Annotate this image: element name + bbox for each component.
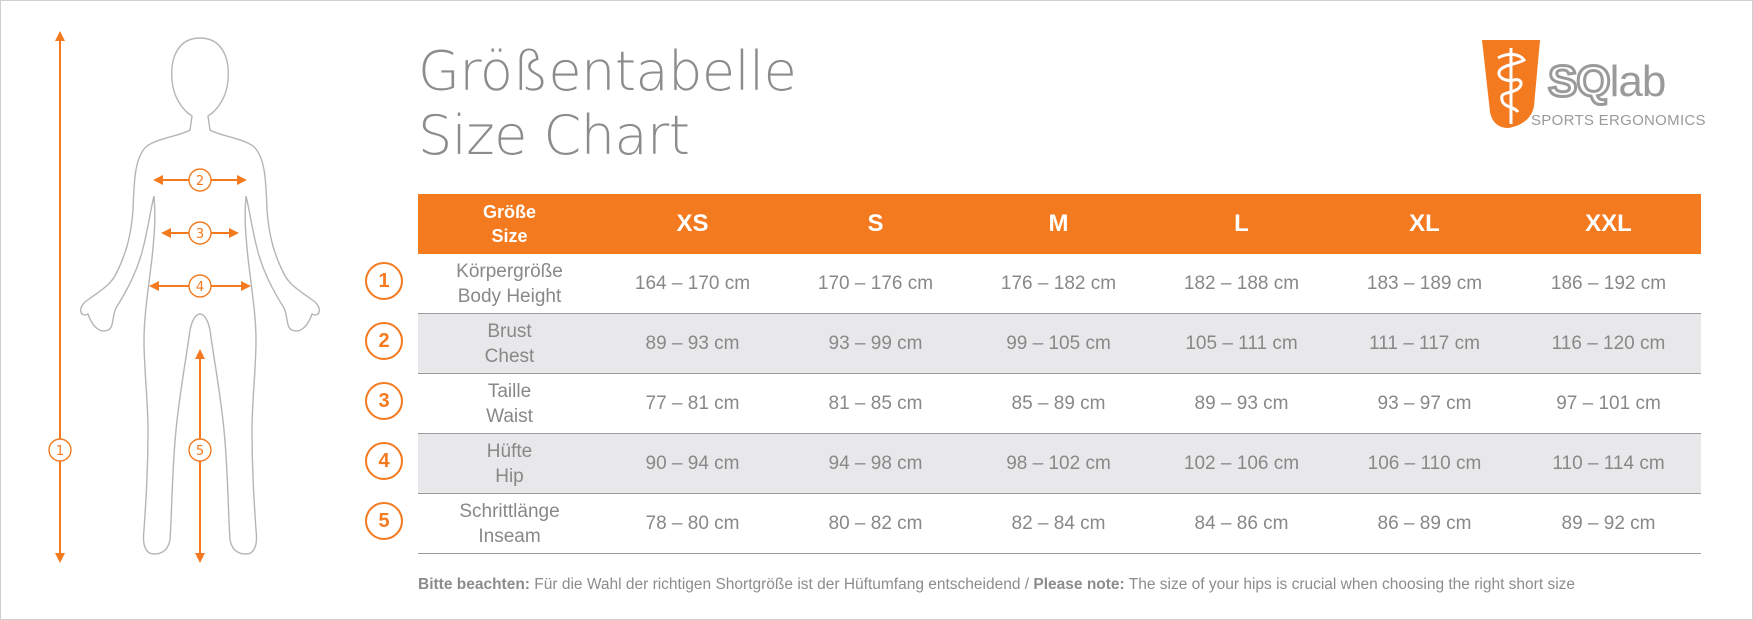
table-cell: 97 – 101 cm <box>1516 373 1701 434</box>
table-cell: 89 – 93 cm <box>1150 373 1333 434</box>
header-size-s: S <box>784 194 967 254</box>
table-cell: 98 – 102 cm <box>967 433 1150 494</box>
page-title: Größentabelle Size Chart <box>418 40 797 168</box>
table-row-inseam: Schrittlänge Inseam 78 – 80 cm 80 – 82 c… <box>418 493 1701 554</box>
table-cell: 182 – 188 cm <box>1150 254 1333 314</box>
table-cell: 85 – 89 cm <box>967 373 1150 434</box>
row-label: Taille Waist <box>418 373 601 434</box>
header-size-xxl: XXL <box>1516 194 1701 254</box>
header-size-label: Größe Size <box>418 194 601 254</box>
header-size-xs: XS <box>601 194 784 254</box>
table-cell: 90 – 94 cm <box>601 433 784 494</box>
row-label-german: Körpergröße <box>456 260 563 282</box>
row-label-english: Waist <box>486 405 533 427</box>
brand-logo: SQlab SPORTS ERGONOMICS <box>1478 38 1706 134</box>
note-label-german: Bitte beachten: <box>418 576 530 593</box>
row-label-english: Hip <box>495 465 524 487</box>
table-cell: 170 – 176 cm <box>784 254 967 314</box>
table-cell: 82 – 84 cm <box>967 493 1150 554</box>
header-size-m: M <box>967 194 1150 254</box>
figure-marker-1: 1 <box>56 444 64 459</box>
row-label-english: Chest <box>484 345 535 367</box>
note-text-german: Für die Wahl der richtigen Shortgröße is… <box>529 576 1034 593</box>
row-label-german: Brust <box>487 320 532 342</box>
logo-lab: lab <box>1609 57 1667 106</box>
table-cell: 86 – 89 cm <box>1333 493 1516 554</box>
table-cell: 93 – 99 cm <box>784 313 967 374</box>
table-cell: 80 – 82 cm <box>784 493 967 554</box>
row-label: Hüfte Hip <box>418 433 601 494</box>
table-cell: 89 – 93 cm <box>601 313 784 374</box>
figure-marker-4: 4 <box>196 280 204 295</box>
footnote: Bitte beachten: Für die Wahl der richtig… <box>418 576 1708 594</box>
row-label-german: Schrittlänge <box>459 500 560 522</box>
header-size-english: Size <box>491 226 528 246</box>
table-cell: 93 – 97 cm <box>1333 373 1516 434</box>
table-row-body-height: Körpergröße Body Height 164 – 170 cm 170… <box>418 254 1701 314</box>
header-size-xl: XL <box>1333 194 1516 254</box>
row-badge-5: 5 <box>365 502 403 540</box>
header-size-l: L <box>1150 194 1333 254</box>
table-cell: 111 – 117 cm <box>1333 313 1516 374</box>
figure-marker-3: 3 <box>196 227 204 242</box>
table-cell: 78 – 80 cm <box>601 493 784 554</box>
table-cell: 84 – 86 cm <box>1150 493 1333 554</box>
table-cell: 110 – 114 cm <box>1516 433 1701 494</box>
row-badge-2: 2 <box>365 322 403 360</box>
row-badge-4: 4 <box>365 442 403 480</box>
table-header-row: Größe Size XS S M L XL XXL <box>418 194 1701 254</box>
figure-marker-2: 2 <box>196 174 204 189</box>
silhouette <box>80 37 320 555</box>
size-table: Größe Size XS S M L XL XXL Körpergröße B… <box>418 194 1701 554</box>
figure-marker-5: 5 <box>196 444 204 459</box>
row-label: Schrittlänge Inseam <box>418 493 601 554</box>
logo-wordmark: SQlab <box>1547 57 1667 106</box>
table-cell: 183 – 189 cm <box>1333 254 1516 314</box>
logo-sq: SQ <box>1547 57 1613 106</box>
row-label-german: Hüfte <box>486 440 533 462</box>
table-cell: 116 – 120 cm <box>1516 313 1701 374</box>
table-cell: 186 – 192 cm <box>1516 254 1701 314</box>
caduceus-shield-icon <box>1482 40 1540 128</box>
table-row-waist: Taille Waist 77 – 81 cm 81 – 85 cm 85 – … <box>418 373 1701 434</box>
table-cell: 77 – 81 cm <box>601 373 784 434</box>
title-english: Size Chart <box>418 104 690 167</box>
body-figure: 1 2 3 4 5 <box>48 31 320 563</box>
row-badge-3: 3 <box>365 382 403 420</box>
header-size-german: Größe <box>482 202 536 222</box>
note-label-english: Please note: <box>1033 576 1125 593</box>
row-label: Körpergröße Body Height <box>418 254 601 314</box>
table-cell: 164 – 170 cm <box>601 254 784 314</box>
row-badge-1: 1 <box>365 262 403 300</box>
row-label-english: Body Height <box>457 285 562 307</box>
table-row-hip: Hüfte Hip 90 – 94 cm 94 – 98 cm 98 – 102… <box>418 433 1701 494</box>
title-german: Größentabelle <box>418 40 797 103</box>
table-cell: 81 – 85 cm <box>784 373 967 434</box>
table-row-chest: Brust Chest 89 – 93 cm 93 – 99 cm 99 – 1… <box>418 313 1701 374</box>
table-cell: 106 – 110 cm <box>1333 433 1516 494</box>
table-cell: 99 – 105 cm <box>967 313 1150 374</box>
row-label-english: Inseam <box>478 525 541 547</box>
table-cell: 105 – 111 cm <box>1150 313 1333 374</box>
table-cell: 89 – 92 cm <box>1516 493 1701 554</box>
row-label-german: Taille <box>487 380 532 402</box>
logo-tagline: SPORTS ERGONOMICS <box>1531 112 1706 129</box>
table-cell: 176 – 182 cm <box>967 254 1150 314</box>
note-text-english: The size of your hips is crucial when ch… <box>1124 576 1576 593</box>
row-label: Brust Chest <box>418 313 601 374</box>
table-cell: 94 – 98 cm <box>784 433 967 494</box>
table-cell: 102 – 106 cm <box>1150 433 1333 494</box>
